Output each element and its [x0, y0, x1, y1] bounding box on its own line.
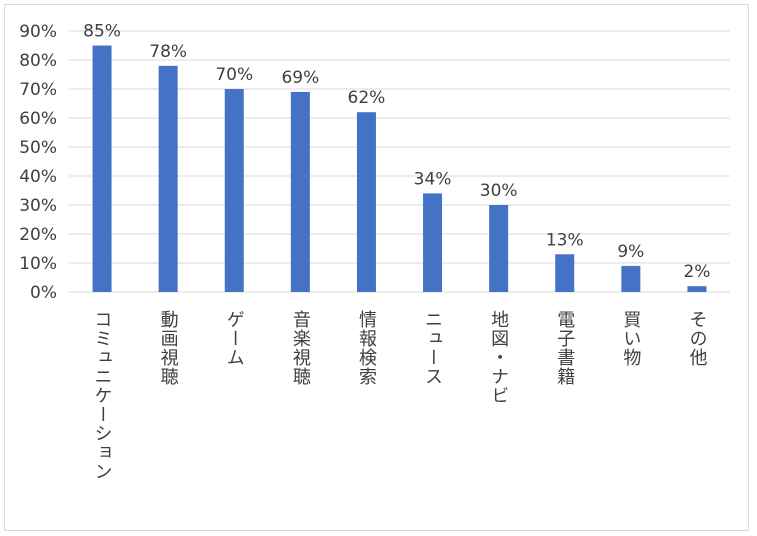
category-label: ニュース — [422, 310, 443, 386]
y-tick-label: 60% — [19, 109, 57, 129]
data-label: 30% — [480, 181, 518, 201]
data-label: 34% — [414, 169, 452, 189]
bar-10 — [687, 286, 707, 292]
category-label: コミュニケーション — [92, 310, 113, 481]
category-label: 電子書籍 — [554, 310, 575, 386]
bars — [92, 45, 707, 293]
category-label: 音楽視聴 — [290, 310, 311, 386]
chart-frame: 0% 10% 20% 30% 40% 50% 60% 70% 80% 90% 85% 78% 70% 6… — [4, 4, 749, 531]
data-labels: 85% 78% 70% 69% 62% 34% 30% 13% 9% 2% — [83, 22, 710, 283]
bar-6 — [423, 193, 443, 292]
category-label: 買い物 — [620, 310, 641, 367]
bar-8 — [555, 254, 575, 292]
y-tick-label: 40% — [19, 167, 57, 187]
y-tick-label: 20% — [19, 225, 57, 245]
category-label: ゲーム — [224, 310, 245, 367]
data-label: 78% — [149, 42, 187, 62]
category-label: 情報検索 — [356, 310, 377, 386]
bar-1 — [92, 45, 112, 292]
bar-2 — [158, 65, 178, 292]
y-tick-label: 50% — [19, 138, 57, 158]
category-label: 動画視聴 — [158, 310, 179, 386]
data-label: 69% — [281, 68, 319, 88]
gridlines — [69, 30, 730, 293]
y-tick-label: 80% — [19, 51, 57, 71]
y-tick-label: 0% — [30, 283, 57, 303]
data-label: 62% — [348, 88, 386, 108]
bar-3 — [224, 89, 244, 292]
bar-9 — [621, 265, 641, 292]
y-tick-label: 10% — [19, 254, 57, 274]
data-label: 13% — [546, 230, 584, 250]
category-label: 地図・ナビ — [488, 310, 509, 405]
category-label: その他 — [686, 310, 707, 367]
category-labels: コミュニケーション 動画視聴 ゲーム 音楽視聴 情報検索 ニュース 地図・ナビ 電子書籍 買い物… — [92, 310, 708, 481]
y-axis-tick-labels: 0% 10% 20% 30% 40% 50% 60% 70% 80% 90% — [19, 22, 57, 303]
data-label: 85% — [83, 22, 121, 42]
y-tick-label: 90% — [19, 22, 57, 42]
data-label: 2% — [683, 262, 710, 282]
data-label: 9% — [617, 242, 644, 262]
bar-5 — [356, 112, 376, 292]
y-tick-label: 30% — [19, 196, 57, 216]
bar-7 — [489, 205, 509, 292]
bar-4 — [290, 91, 310, 293]
y-tick-label: 70% — [19, 80, 57, 100]
bar-chart: 0% 10% 20% 30% 40% 50% 60% 70% 80% 90% 85% 78% 70% 6… — [19, 22, 730, 481]
data-label: 70% — [215, 65, 253, 85]
